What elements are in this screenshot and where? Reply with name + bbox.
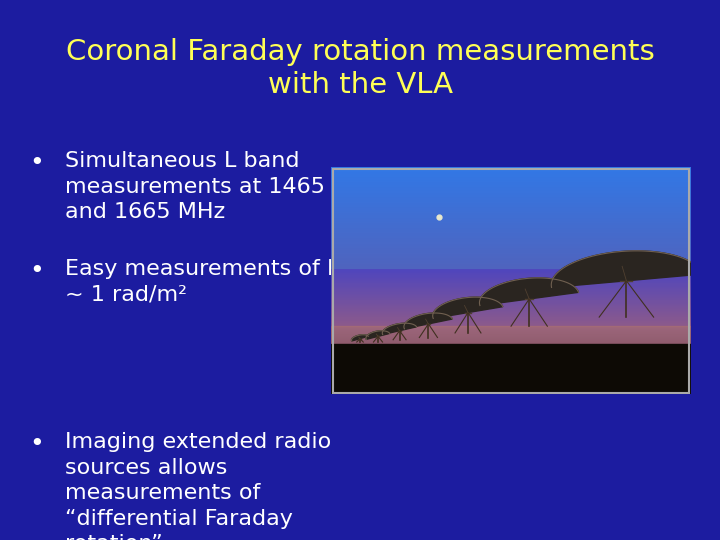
Bar [331,326,691,353]
Polygon shape [382,323,416,335]
Text: •: • [29,259,43,283]
Polygon shape [552,251,701,287]
Text: Easy measurements of RM
~ 1 rad/m²: Easy measurements of RM ~ 1 rad/m² [65,259,361,305]
Polygon shape [433,297,503,319]
Text: •: • [29,151,43,175]
Polygon shape [366,331,390,339]
Text: Coronal Faraday rotation measurements
with the VLA: Coronal Faraday rotation measurements wi… [66,38,654,99]
Text: •: • [29,432,43,456]
Polygon shape [404,313,452,329]
Text: Imaging extended radio
sources allows
measurements of
“differential Faraday
rota: Imaging extended radio sources allows me… [65,432,331,540]
Polygon shape [331,345,691,394]
Text: Simultaneous L band
measurements at 1465
and 1665 MHz: Simultaneous L band measurements at 1465… [65,151,325,222]
Polygon shape [480,278,578,306]
Polygon shape [351,335,368,341]
